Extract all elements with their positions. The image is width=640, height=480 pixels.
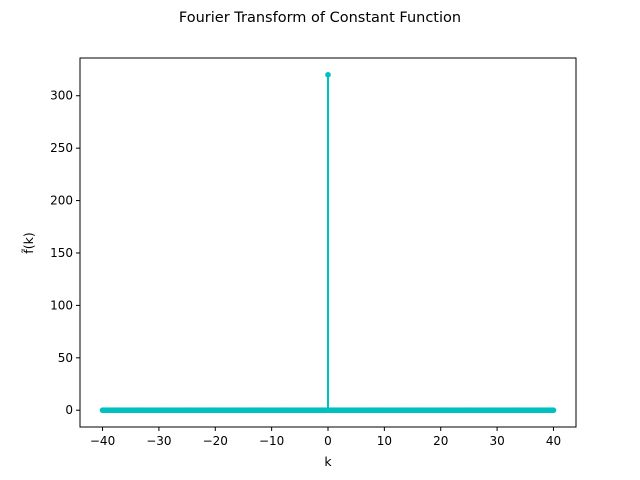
x-tick-label: −40 <box>90 434 115 448</box>
x-tick-label: −20 <box>203 434 228 448</box>
chart-marks <box>99 71 557 414</box>
x-tick-label: 40 <box>546 434 561 448</box>
x-tick-label: −30 <box>146 434 171 448</box>
y-tick-label: 100 <box>50 298 73 312</box>
x-tick-label: 0 <box>324 434 332 448</box>
y-axis-label: f̃(k) <box>21 232 36 253</box>
y-tick-label: 150 <box>50 246 73 260</box>
x-tick-label: 30 <box>489 434 504 448</box>
x-tick-label: 20 <box>433 434 448 448</box>
y-tick-label: 300 <box>50 89 73 103</box>
x-axis-label: k <box>324 454 332 469</box>
y-axis: 0 50 100 150 200 250 300 <box>50 89 80 417</box>
y-tick-label: 0 <box>65 403 73 417</box>
x-tick-label: 10 <box>377 434 392 448</box>
chart-title: Fourier Transform of Constant Function <box>179 10 461 26</box>
x-axis: −40 −30 −20 −10 0 10 20 30 40 <box>90 427 561 448</box>
y-tick-label: 250 <box>50 141 73 155</box>
y-tick-label: 200 <box>50 194 73 208</box>
x-tick-label: −10 <box>259 434 284 448</box>
data-point <box>550 407 557 414</box>
peak-data-point <box>325 71 331 78</box>
y-tick-label: 50 <box>58 351 73 365</box>
